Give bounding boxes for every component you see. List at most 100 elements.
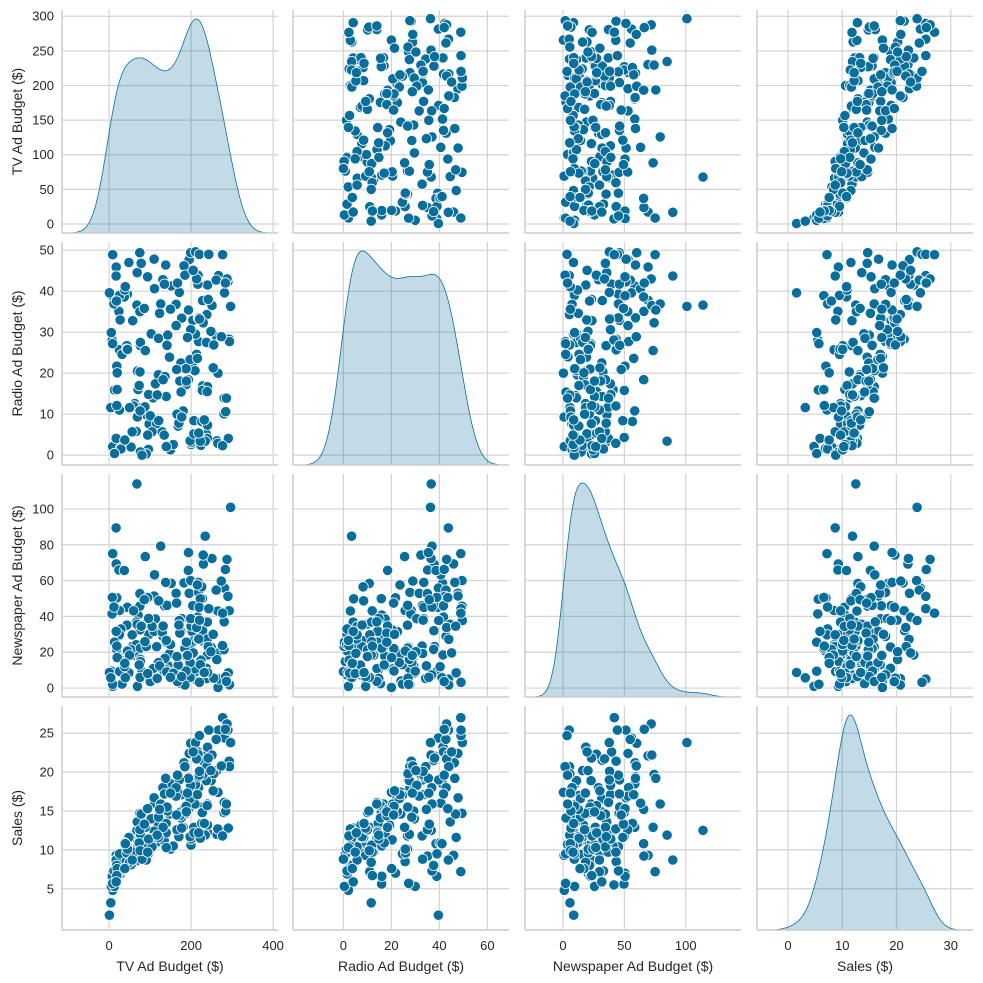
y-tick-label: 40 bbox=[40, 284, 54, 299]
scatter-point bbox=[121, 343, 134, 355]
scatter-point bbox=[220, 406, 232, 418]
scatter-point bbox=[403, 212, 415, 224]
scatter-point bbox=[599, 164, 612, 176]
scatter-point bbox=[610, 755, 622, 767]
panel-sales-vs-newspaper bbox=[524, 706, 741, 931]
scatter-point bbox=[442, 591, 454, 604]
x-tick-label: 400 bbox=[262, 938, 284, 953]
x-tick-label: 0 bbox=[340, 938, 347, 953]
scatter-point bbox=[435, 141, 447, 153]
scatter-point bbox=[337, 853, 349, 865]
scatter-point bbox=[630, 760, 642, 772]
x-axis-label: Radio Ad Budget ($) bbox=[338, 958, 464, 974]
scatter-point bbox=[603, 65, 616, 77]
scatter-point bbox=[667, 854, 679, 866]
scatter-point bbox=[818, 399, 830, 412]
scatter-point bbox=[613, 788, 626, 800]
scatter-point bbox=[564, 166, 577, 178]
scatter-point bbox=[593, 854, 606, 866]
scatter-point bbox=[347, 625, 359, 638]
scatter-point bbox=[350, 827, 362, 839]
scatter-point bbox=[858, 386, 871, 398]
scatter-point bbox=[357, 581, 369, 593]
scatter-point bbox=[342, 634, 354, 647]
scatter-point bbox=[588, 806, 601, 818]
scatter-point bbox=[127, 315, 139, 327]
scatter-point bbox=[173, 286, 185, 298]
scatter-point bbox=[385, 204, 398, 216]
scatter-point bbox=[160, 440, 172, 453]
x-tick-label: 0 bbox=[784, 938, 791, 953]
scatter-point bbox=[403, 53, 415, 66]
scatter-point bbox=[406, 649, 418, 662]
scatter-point bbox=[629, 405, 641, 417]
scatter-point bbox=[449, 122, 461, 135]
scatter-point bbox=[875, 278, 887, 290]
scatter-point bbox=[564, 114, 577, 126]
scatter-point bbox=[157, 620, 169, 632]
scatter-point bbox=[876, 331, 888, 344]
scatter-point bbox=[876, 86, 888, 98]
scatter-point bbox=[373, 829, 385, 841]
scatter-point bbox=[191, 579, 203, 591]
scatter-point bbox=[851, 95, 864, 108]
scatter-point bbox=[844, 151, 856, 163]
scatter-point bbox=[423, 159, 435, 171]
scatter-point bbox=[455, 26, 467, 38]
scatter-point bbox=[164, 671, 177, 683]
scatter-point bbox=[143, 612, 155, 625]
scatter-point bbox=[350, 67, 362, 79]
scatter-point bbox=[877, 628, 890, 640]
x-tick-label: 20 bbox=[889, 938, 903, 953]
scatter-point bbox=[406, 787, 418, 799]
x-tick-label: 40 bbox=[432, 938, 446, 953]
scatter-point bbox=[838, 634, 850, 647]
scatter-point bbox=[428, 60, 440, 72]
scatter-point bbox=[864, 307, 877, 319]
scatter-point bbox=[173, 619, 185, 631]
scatter-point bbox=[201, 799, 213, 812]
scatter-point bbox=[365, 897, 377, 909]
scatter-point bbox=[423, 114, 435, 126]
scatter-point bbox=[602, 392, 615, 404]
scatter-point bbox=[139, 550, 151, 563]
scatter-point bbox=[410, 764, 422, 777]
scatter-point bbox=[373, 151, 385, 163]
scatter-point bbox=[821, 548, 833, 560]
scatter-point bbox=[344, 605, 356, 617]
scatter-point bbox=[610, 177, 622, 189]
scatter-point bbox=[375, 593, 387, 605]
scatter-point bbox=[885, 614, 897, 627]
kde-line bbox=[72, 18, 268, 234]
scatter-point bbox=[624, 37, 636, 49]
scatter-point bbox=[106, 591, 118, 604]
scatter-point bbox=[622, 747, 634, 760]
scatter-point bbox=[455, 724, 467, 736]
scatter-point bbox=[358, 817, 370, 830]
scatter-point bbox=[160, 576, 172, 589]
scatter-point bbox=[618, 431, 630, 444]
y-tick-label: 10 bbox=[40, 407, 54, 422]
scatter-point bbox=[181, 649, 194, 662]
scatter-point bbox=[863, 636, 875, 648]
scatter-point bbox=[866, 120, 878, 132]
scatter-point bbox=[568, 817, 580, 830]
scatter-point bbox=[559, 338, 572, 350]
scatter-point bbox=[387, 104, 400, 116]
scatter-point bbox=[216, 639, 229, 652]
scatter-point bbox=[838, 121, 850, 134]
scatter-point bbox=[564, 191, 576, 203]
scatter-point bbox=[424, 13, 437, 25]
scatter-point bbox=[638, 723, 650, 735]
scatter-point bbox=[605, 151, 617, 163]
scatter-point bbox=[119, 281, 131, 293]
scatter-point bbox=[574, 191, 586, 204]
scatter-point bbox=[428, 752, 441, 764]
scatter-point bbox=[654, 131, 666, 143]
scatter-point bbox=[171, 650, 183, 663]
y-tick-label: 200 bbox=[32, 78, 54, 93]
scatter-point bbox=[834, 605, 847, 617]
y-tick-label: 20 bbox=[40, 765, 54, 780]
scatter-point bbox=[837, 343, 849, 355]
scatter-point bbox=[615, 809, 627, 821]
